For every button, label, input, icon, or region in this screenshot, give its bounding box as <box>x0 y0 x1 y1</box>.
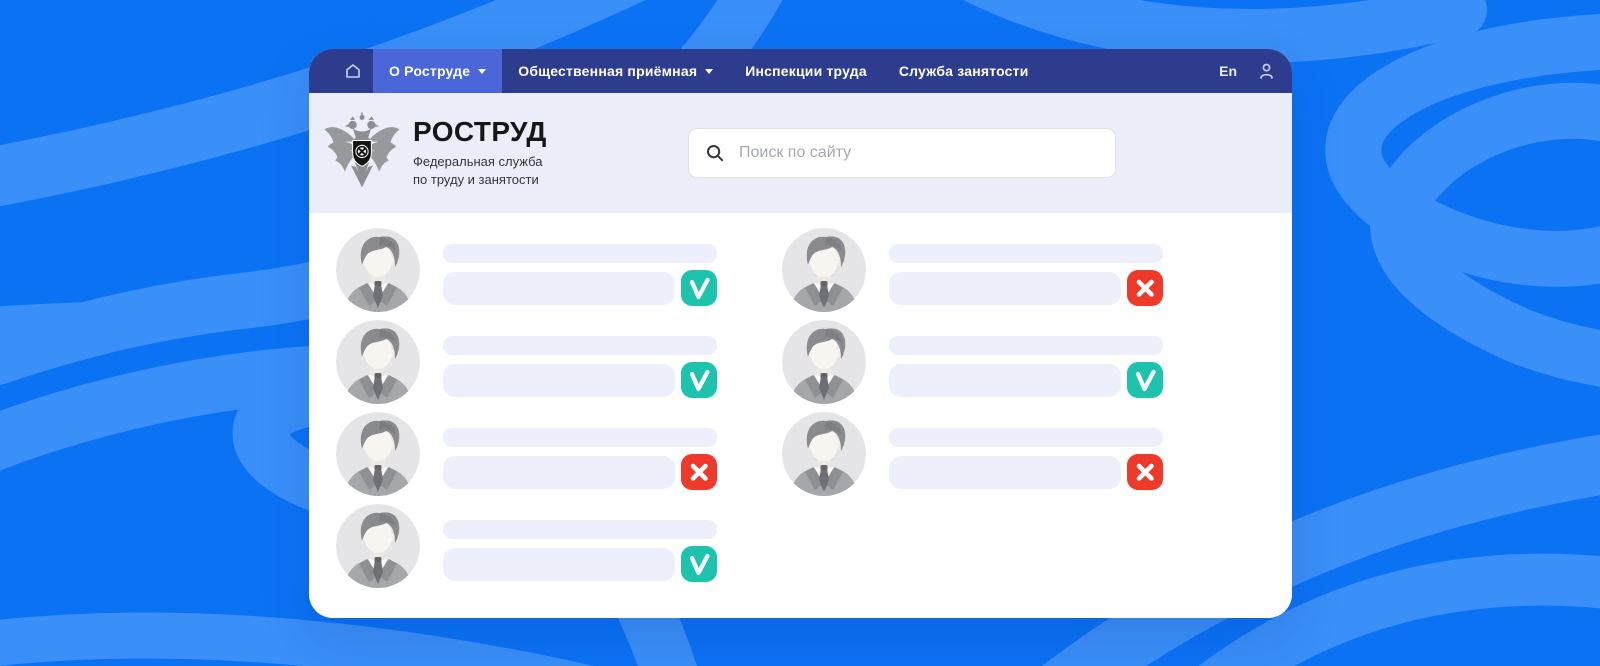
people-column-1 <box>782 228 1163 504</box>
status-badge-rejected[interactable] <box>1127 454 1163 490</box>
home-button[interactable] <box>333 49 373 93</box>
navbar-item-3[interactable]: Служба занятости <box>898 63 1029 79</box>
person-row <box>336 228 717 312</box>
name-placeholder-bar <box>889 336 1163 355</box>
status-badge-approved[interactable] <box>1127 362 1163 398</box>
chevron-down-icon <box>478 68 487 74</box>
status-badge-approved[interactable] <box>681 270 717 306</box>
info-placeholder-bar <box>443 455 675 489</box>
info-placeholder-bar <box>889 271 1121 305</box>
name-placeholder-bar <box>889 428 1163 447</box>
name-placeholder-bar <box>443 428 717 447</box>
site-header: РОСТРУД Федеральная служба по труду и за… <box>309 93 1292 213</box>
chevron-down-icon <box>705 68 714 74</box>
person-row <box>782 320 1163 404</box>
person-row <box>782 228 1163 312</box>
navbar-items: О Роструде Общественная приёмная Инспекц… <box>373 49 1045 93</box>
search-icon <box>707 145 724 162</box>
site-card: О Роструде Общественная приёмная Инспекц… <box>309 49 1292 618</box>
person-avatar <box>782 228 866 312</box>
person-avatar <box>782 320 866 404</box>
people-list <box>309 213 1292 618</box>
person-avatar <box>336 412 420 496</box>
info-placeholder-bar <box>443 363 675 397</box>
brand-block[interactable]: РОСТРУД Федеральная служба по труду и за… <box>323 112 547 194</box>
search-input[interactable] <box>737 143 1099 163</box>
navbar-item-0[interactable]: О Роструде <box>373 49 503 93</box>
person-avatar <box>336 504 420 588</box>
name-placeholder-bar <box>889 244 1163 263</box>
name-placeholder-bar <box>443 244 717 263</box>
person-row <box>336 320 717 404</box>
navbar-item-2[interactable]: Инспекции труда <box>745 63 867 79</box>
info-placeholder-bar <box>443 271 675 305</box>
navbar-right: En <box>1219 49 1292 93</box>
search-box[interactable] <box>688 128 1116 178</box>
navbar-item-1[interactable]: Общественная приёмная <box>502 49 729 93</box>
person-row <box>782 412 1163 496</box>
person-avatar <box>336 320 420 404</box>
info-placeholder-bar <box>889 455 1121 489</box>
name-placeholder-bar <box>443 520 717 539</box>
person-avatar <box>336 228 420 312</box>
info-placeholder-bar <box>889 363 1121 397</box>
people-column-0 <box>336 228 717 596</box>
top-navbar: О Роструде Общественная приёмная Инспекц… <box>309 49 1292 93</box>
org-subtitle: Федеральная служба по труду и занятости <box>413 154 543 187</box>
status-badge-rejected[interactable] <box>681 454 717 490</box>
org-name: РОСТРУД <box>413 116 547 148</box>
status-badge-approved[interactable] <box>681 362 717 398</box>
info-placeholder-bar <box>443 547 675 581</box>
name-placeholder-bar <box>443 336 717 355</box>
person-row <box>336 504 717 588</box>
status-badge-approved[interactable] <box>681 546 717 582</box>
person-avatar <box>782 412 866 496</box>
home-icon <box>346 64 360 78</box>
user-icon[interactable] <box>1257 62 1276 81</box>
person-row <box>336 412 717 496</box>
status-badge-rejected[interactable] <box>1127 270 1163 306</box>
language-toggle[interactable]: En <box>1219 63 1237 79</box>
coat-of-arms-emblem <box>324 112 400 188</box>
